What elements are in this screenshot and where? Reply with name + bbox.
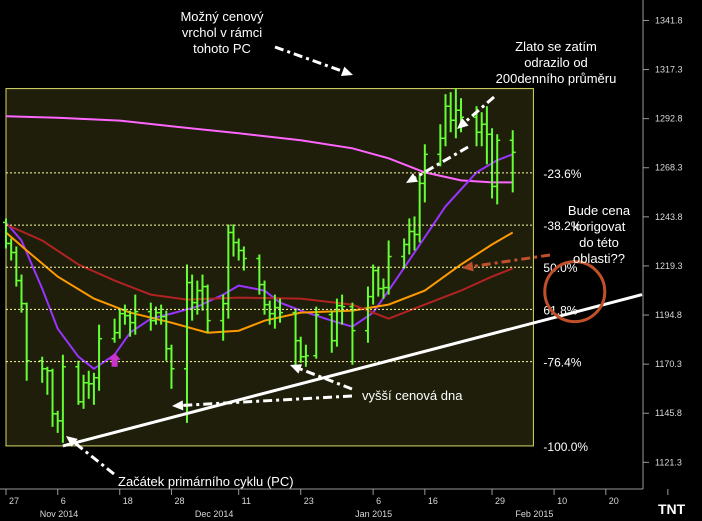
annotation-peak: tohoto PC xyxy=(193,41,251,56)
annotation-bounce: 200denního průměru xyxy=(496,71,617,86)
arrow-start xyxy=(66,436,115,476)
ohlc-bars-layer xyxy=(3,88,516,443)
annotation-start: Začátek primárního cyklu (PC) xyxy=(118,474,294,489)
y-tick-label: 1268.3 xyxy=(655,163,683,173)
moving-averages-layer xyxy=(5,115,514,371)
arrow-shaft xyxy=(472,253,551,268)
y-tick-label: 1194.8 xyxy=(655,310,682,320)
marker-arrow xyxy=(108,352,121,367)
fib-label: -38.2% xyxy=(543,219,581,233)
moving-average-line xyxy=(5,115,513,184)
x-tick-label: 29 xyxy=(495,496,505,506)
annotation-bounce: odrazilo od xyxy=(524,55,588,70)
x-tick-label: 6 xyxy=(376,496,381,506)
arrow-lows-1 xyxy=(290,364,353,391)
x-tick-label: 16 xyxy=(428,496,438,506)
tnt-logo: TNT xyxy=(658,501,686,517)
fib-label: -100.0% xyxy=(543,440,588,454)
arrow-bounce-1 xyxy=(457,95,495,129)
arrow-head xyxy=(66,436,78,447)
arrow-lows-2 xyxy=(172,394,353,411)
ohlc-bar xyxy=(132,294,139,335)
moving-average-line xyxy=(5,231,514,334)
x-tick-label: 20 xyxy=(609,496,619,506)
ohlc-bar xyxy=(168,344,175,389)
fib-levels-layer: -23.6%-38.2%50.0%61.8%-76.4%-100.0% xyxy=(6,167,588,454)
x-axis-panel xyxy=(0,489,702,521)
ohlc-bar xyxy=(421,144,428,203)
fib-label: -76.4% xyxy=(543,356,581,370)
arrow-shaft xyxy=(464,95,495,123)
x-tick-label: 11 xyxy=(242,496,251,506)
target-circle xyxy=(543,260,607,324)
arrow-head xyxy=(457,118,469,129)
x-tick-label: 6 xyxy=(61,496,66,506)
arrow-head xyxy=(406,173,419,183)
x-month-label: Dec 2014 xyxy=(195,509,234,519)
arrow-head xyxy=(340,66,353,76)
x-month-label: Feb 2015 xyxy=(515,509,553,519)
arrow-correct xyxy=(462,253,551,272)
ohlc-bar xyxy=(240,246,247,271)
x-tick-label: 23 xyxy=(304,496,314,506)
annotation-peak: vrchol v rámci xyxy=(182,25,262,40)
arrow-head xyxy=(290,364,303,374)
x-tick-label: 28 xyxy=(174,496,184,506)
arrow-bounce-2 xyxy=(406,145,469,183)
annotation-bounce: Zlato se zatím xyxy=(515,39,597,54)
arrow-peak xyxy=(274,45,353,76)
ohlc-bar xyxy=(385,240,392,295)
moving-average-line xyxy=(5,153,514,371)
ohlc-bar xyxy=(59,354,66,443)
arrow-head xyxy=(462,261,474,272)
x-tick-label: 27 xyxy=(9,496,19,506)
ohlc-bar xyxy=(494,134,501,205)
y-tick-label: 1243.8 xyxy=(655,212,683,222)
ohlc-bar xyxy=(313,306,320,359)
annotation-correct: do této xyxy=(579,235,619,250)
annotation-correct: Bude cena xyxy=(568,203,631,218)
arrow-shaft xyxy=(182,394,353,407)
overlay-layer xyxy=(62,260,643,448)
arrow-shaft xyxy=(73,441,115,476)
y-tick-label: 1121.3 xyxy=(655,457,682,467)
annotation-peak: Možný cenový xyxy=(180,9,264,24)
ohlc-bar xyxy=(302,344,309,367)
y-tick-label: 1219.3 xyxy=(655,261,683,271)
arrow-shaft xyxy=(274,45,344,73)
arrow-head xyxy=(172,400,184,411)
ohlc-bar xyxy=(204,284,211,333)
x-tick-label: 10 xyxy=(557,496,567,506)
fib-label: -23.6% xyxy=(543,167,581,181)
trendline xyxy=(62,293,643,448)
y-axis-panel xyxy=(643,0,702,521)
ohlc-bar xyxy=(23,302,30,381)
annotation-correct: oblasti?? xyxy=(573,251,625,266)
y-tick-label: 1317.3 xyxy=(655,65,683,75)
ohlc-bar xyxy=(349,302,356,365)
annotation-lows: vyšší cenová dna xyxy=(362,388,463,403)
y-tick-label: 1292.8 xyxy=(655,114,683,124)
arrow-shaft xyxy=(299,367,353,391)
logo-badge xyxy=(646,497,702,521)
annotation-correct: korigovat xyxy=(573,219,626,234)
x-month-label: Nov 2014 xyxy=(40,509,79,519)
y-tick-label: 1170.3 xyxy=(655,359,682,369)
ohlc-bar xyxy=(509,130,516,193)
moving-average-line xyxy=(5,223,514,320)
ohlc-bar xyxy=(277,298,284,323)
y-tick-label: 1145.8 xyxy=(655,408,682,418)
ohlc-bar xyxy=(96,324,103,391)
y-tick-label: 1341.8 xyxy=(655,15,683,25)
x-month-label: Jan 2015 xyxy=(355,509,392,519)
x-tick-label: 18 xyxy=(123,496,133,506)
